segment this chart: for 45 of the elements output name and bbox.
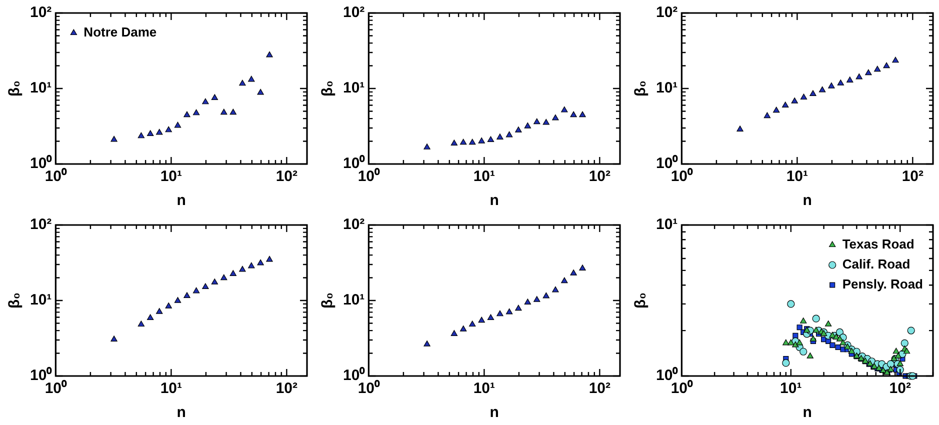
y-tick-label: 10² <box>30 4 52 22</box>
y-axis-title: β₀ <box>319 80 336 96</box>
x-tick-label: 10¹ <box>473 380 496 398</box>
x-tick-label: 10¹ <box>786 168 808 186</box>
x-tick-label: 10⁰ <box>670 379 694 398</box>
x-tick-label: 10² <box>276 168 298 186</box>
y-tick-label: 10¹ <box>342 80 365 97</box>
y-tick-label: 10¹ <box>656 216 678 234</box>
x-tick-label: 10² <box>588 168 611 186</box>
y-axis-title: β₀ <box>6 80 24 96</box>
legend-label: Texas Road <box>842 236 914 252</box>
y-axis-title: β₀ <box>6 292 24 308</box>
y-tick-label: 10² <box>342 216 365 234</box>
x-tick-label: 10⁰ <box>670 167 694 186</box>
y-tick-label: 10² <box>656 4 678 22</box>
x-tick-label: 10¹ <box>780 380 802 398</box>
x-tick-label: 10¹ <box>160 380 182 398</box>
x-tick-label: 10² <box>588 380 611 398</box>
legend-label: Notre Dame <box>84 24 157 40</box>
y-tick-label: 10¹ <box>342 292 365 309</box>
x-tick-label: 10⁰ <box>358 167 381 186</box>
y-axis-title: β₀ <box>319 292 336 308</box>
x-tick-label: 10² <box>889 380 911 398</box>
x-tick-label: 10⁰ <box>44 167 68 186</box>
y-axis-title: β₀ <box>632 80 650 96</box>
y-axis-title: β₀ <box>632 292 650 308</box>
x-tick-label: 10¹ <box>160 168 182 186</box>
x-axis-title: n <box>490 192 499 210</box>
x-axis-title: n <box>176 192 186 210</box>
y-tick-label: 10¹ <box>30 292 52 309</box>
x-tick-label: 10¹ <box>473 168 496 186</box>
x-tick-label: 10² <box>276 380 298 398</box>
x-tick-label: 10² <box>902 168 924 186</box>
y-tick-label: 10¹ <box>30 80 52 97</box>
legend-label: Pensly. Road <box>842 276 924 292</box>
x-axis-title: n <box>490 404 499 422</box>
x-axis-title: n <box>802 192 812 210</box>
y-tick-label: 10¹ <box>656 80 678 97</box>
x-tick-label: 10⁰ <box>44 379 68 398</box>
y-tick-label: 10² <box>342 4 365 22</box>
legend-label: Calif. Road <box>842 256 910 272</box>
y-tick-label: 10² <box>30 216 52 234</box>
x-tick-label: 10⁰ <box>358 379 381 398</box>
x-axis-title: n <box>176 404 186 422</box>
x-axis-title: n <box>802 404 812 422</box>
